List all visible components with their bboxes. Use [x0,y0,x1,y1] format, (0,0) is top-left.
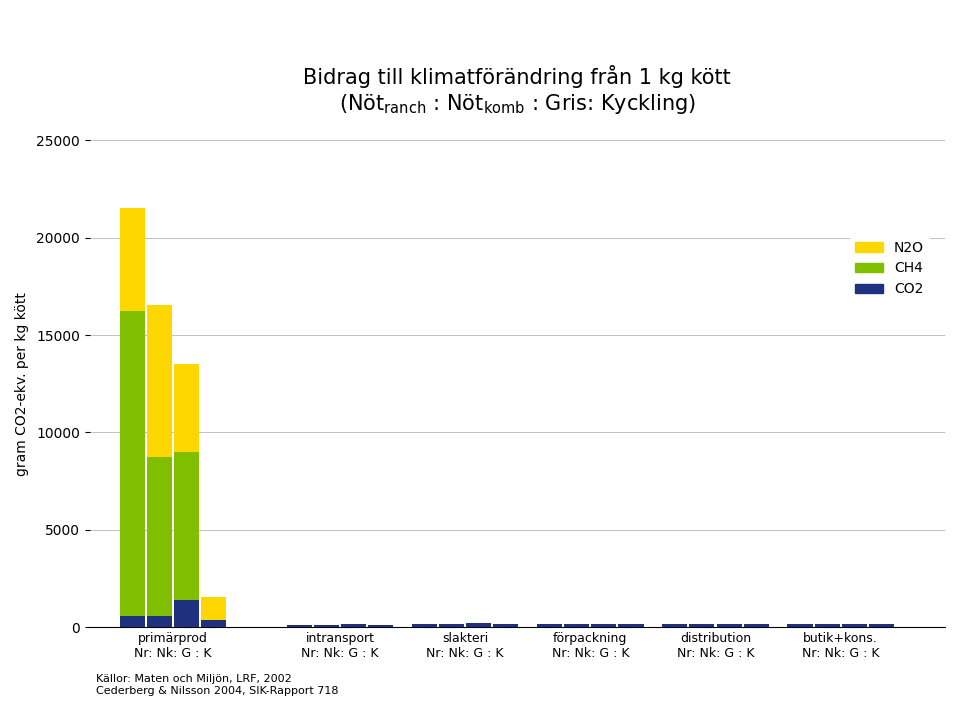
Bar [120,207,145,311]
Bar [787,624,812,627]
Bar [174,600,199,627]
Title: Bidrag till klimatförändring från 1 kg kött
(Nöt$_{\rm ranch}$ : Nöt$_{\rm komb}: Bidrag till klimatförändring från 1 kg k… [303,65,732,116]
Bar [341,624,366,627]
Bar [564,624,589,627]
Bar [314,625,339,627]
Bar [467,623,492,627]
Text: Källor: Maten och Miljön, LRF, 2002
Cederberg & Nilsson 2004, SIK-Rapport 718: Källor: Maten och Miljön, LRF, 2002 Cede… [96,674,339,696]
Bar [815,624,840,627]
Bar [174,452,199,600]
Y-axis label: gram CO2-ekv. per kg kött: gram CO2-ekv. per kg kött [15,292,29,476]
Bar [842,624,867,627]
Bar [287,625,312,627]
Bar [368,625,394,627]
Bar [662,624,687,627]
Bar [716,624,741,627]
Bar [147,305,172,457]
Bar [120,311,145,617]
Bar [147,617,172,627]
Legend: N2O, CH4, CO2: N2O, CH4, CO2 [850,235,929,302]
Bar [147,457,172,617]
Bar [202,597,227,620]
Bar [869,624,894,627]
Bar [591,624,616,627]
Bar [439,624,464,627]
Bar [174,364,199,452]
Bar [689,624,714,627]
Bar [618,624,643,627]
Bar [202,620,227,627]
Bar [120,617,145,627]
Bar [493,624,518,627]
Bar [412,624,437,627]
Bar [537,624,563,627]
Bar [744,624,769,627]
